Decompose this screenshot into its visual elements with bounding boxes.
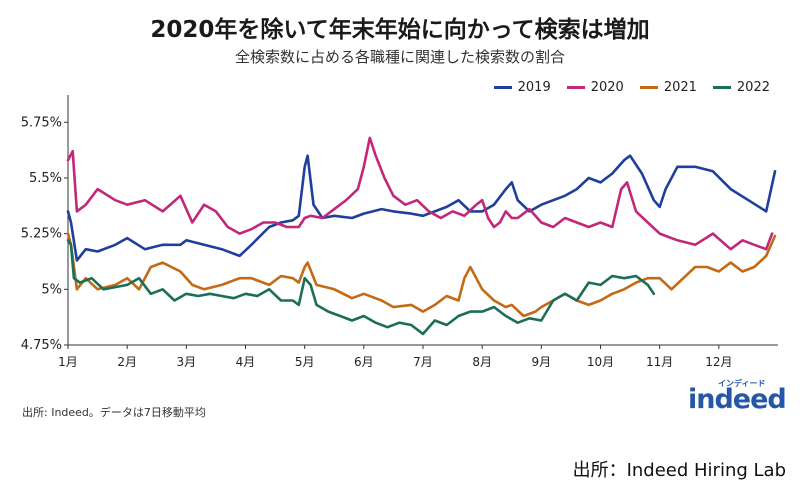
- y-tick-label: 5.75%: [21, 115, 62, 130]
- legend-item-2022: 2022: [712, 80, 770, 95]
- series-line-2020: [66, 136, 774, 251]
- legend-swatch-2019: [493, 86, 512, 89]
- legend-label-2021: 2021: [663, 80, 697, 95]
- legend-item-2021: 2021: [639, 80, 697, 95]
- x-tick-label: 9月: [532, 355, 552, 369]
- legend-label-2019: 2019: [517, 80, 551, 95]
- series-line-2019: [66, 154, 777, 262]
- x-tick-label: 8月: [472, 355, 492, 369]
- source-note: 出所: Indeed。データは7日移動平均: [22, 406, 206, 419]
- y-tick-label: 5%: [41, 282, 62, 297]
- x-tick-label: 5月: [295, 355, 315, 369]
- y-tick-label: 4.75%: [21, 338, 62, 353]
- legend: 2019 2020 2021 2022: [493, 80, 770, 95]
- legend-swatch-2021: [639, 86, 658, 89]
- footer-source: 出所：Indeed Hiring Lab: [572, 460, 786, 481]
- x-tick-label: 3月: [177, 355, 197, 369]
- x-tick-label: 10月: [587, 355, 614, 369]
- logo-text: indeed: [688, 384, 787, 415]
- chart-subtitle: 全検索数に占める各職種に関連した検索数の割合: [234, 48, 565, 66]
- series-line-2022: [66, 239, 656, 336]
- x-tick-label: 2月: [117, 355, 137, 369]
- legend-label-2020: 2020: [590, 80, 624, 95]
- legend-swatch-2022: [712, 86, 731, 89]
- logo-kana: インディード: [718, 379, 766, 388]
- chart-title: 2020年を除いて年末年始に向かって検索は増加: [150, 17, 650, 43]
- x-tick-label: 4月: [236, 355, 256, 369]
- legend-label-2022: 2022: [736, 80, 770, 95]
- x-tick-label: 1月: [58, 355, 78, 369]
- legend-swatch-2020: [566, 86, 585, 89]
- series-line-2021: [66, 232, 777, 318]
- legend-item-2020: 2020: [566, 80, 624, 95]
- y-tick-label: 5.25%: [21, 227, 62, 242]
- x-tick-label: 6月: [354, 355, 374, 369]
- legend-item-2019: 2019: [493, 80, 551, 95]
- x-tick-label: 11月: [646, 355, 673, 369]
- indeed-logo: インディード indeed: [688, 379, 787, 420]
- y-tick-label: 5.5%: [29, 171, 62, 186]
- x-tick-label: 12月: [705, 355, 732, 369]
- x-tick-label: 7月: [413, 355, 433, 369]
